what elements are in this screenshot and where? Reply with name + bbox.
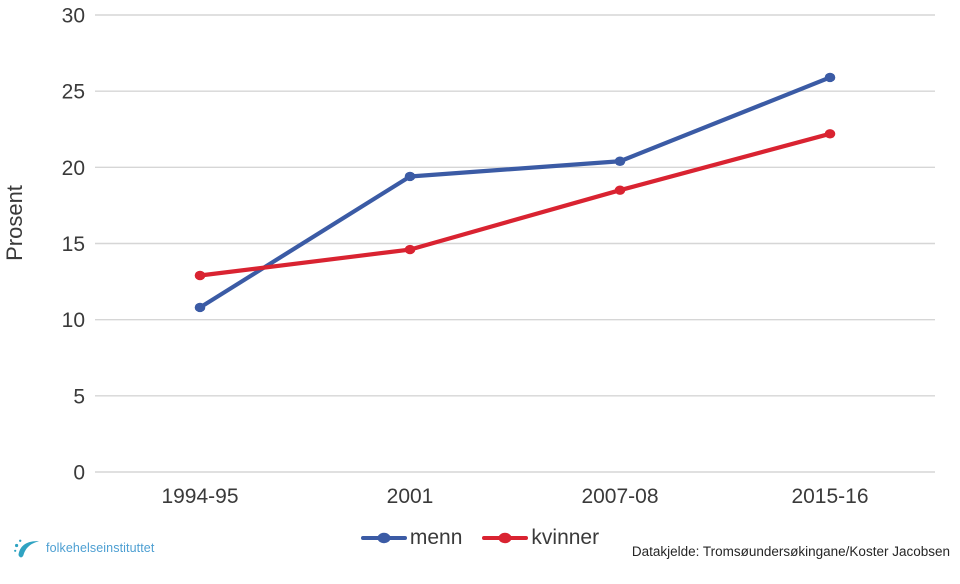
y-tick-label: 30 — [62, 5, 85, 28]
y-tick-label: 5 — [73, 385, 85, 408]
y-tick-label: 15 — [62, 233, 85, 256]
data-point-menn-2007-08 — [614, 156, 626, 166]
x-tick-label: 2015-16 — [791, 485, 868, 508]
data-point-menn-1994-95 — [194, 302, 206, 313]
fhi-bird-icon — [14, 539, 39, 558]
legend-marker-menn — [360, 532, 407, 544]
series-line-kvinner — [197, 131, 833, 278]
y-tick-label: 25 — [62, 81, 85, 104]
legend-label-kvinner: kvinner — [531, 526, 600, 549]
series-line-menn — [197, 75, 833, 310]
x-tick-label: 2001 — [387, 485, 434, 508]
data-point-kvinner-2001 — [404, 244, 416, 255]
data-point-kvinner-2007-08 — [614, 185, 626, 195]
y-tick-label: 10 — [62, 309, 85, 332]
legend-label-menn: menn — [409, 526, 463, 549]
line-chart: 0 5 10 15 20 25 30 1994-95 2001 2007-08 2015-16 Pro… — [2, 5, 935, 508]
fhi-logo-text: folkehelseinstituttet — [46, 541, 155, 555]
y-axis-title: Prosent — [2, 185, 27, 261]
fhi-logo: folkehelseinstituttet — [12, 534, 154, 562]
data-point-menn-2001 — [404, 171, 416, 182]
data-point-kvinner-1994-95 — [194, 270, 206, 281]
data-source-text: Datakjelde: Tromsøundersøkingane/Koster … — [631, 544, 950, 559]
data-point-kvinner-2015-16 — [824, 129, 836, 139]
x-tick-label: 2007-08 — [581, 485, 658, 508]
legend-marker-kvinner — [482, 532, 529, 544]
chart-legend: menn kvinner — [0, 526, 960, 550]
legend-item-menn: menn — [360, 526, 463, 550]
x-tick-label: 1994-95 — [161, 485, 238, 508]
legend-item-kvinner: kvinner — [482, 526, 599, 550]
data-point-menn-2015-16 — [824, 72, 836, 83]
y-tick-label: 0 — [73, 462, 85, 485]
y-tick-label: 20 — [62, 157, 85, 180]
